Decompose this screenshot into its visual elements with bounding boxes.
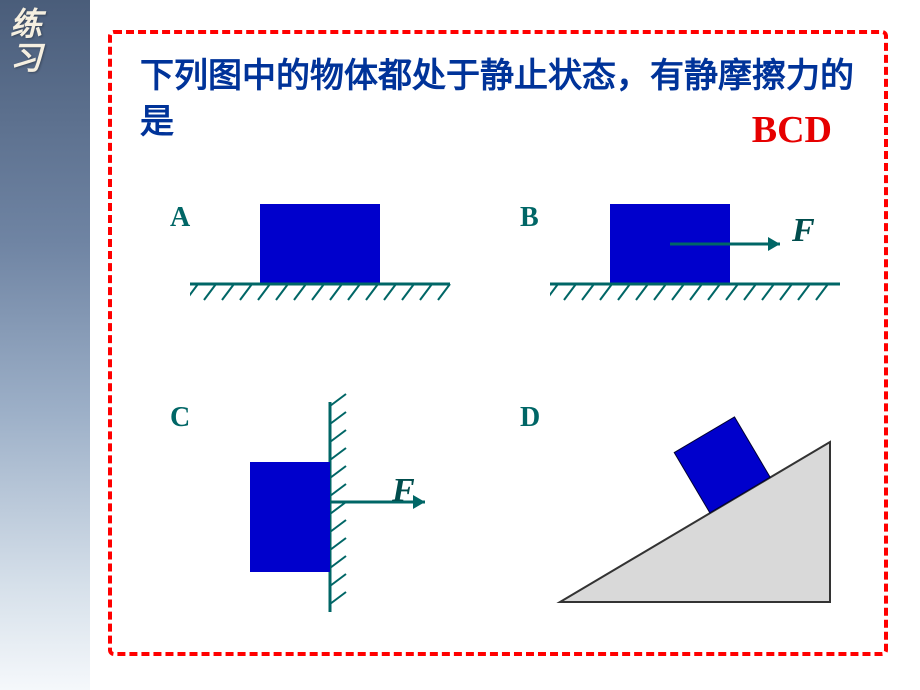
- sidebar: 练 习: [0, 0, 90, 690]
- hatch-C: [330, 394, 346, 604]
- question-box: 下列图中的物体都处于静止状态，有静摩擦力的是 BCD A: [108, 30, 888, 656]
- hatch-A: [190, 284, 450, 300]
- question-text: 下列图中的物体都处于静止状态，有静摩擦力的是: [140, 54, 856, 146]
- block-A: [260, 204, 380, 284]
- sidebar-title: 练 习: [0, 8, 90, 75]
- force-label-C: F: [392, 472, 415, 510]
- diagram-panels: A: [140, 152, 856, 632]
- sidebar-title-line1: 练: [10, 8, 90, 42]
- diagram-A: [190, 172, 490, 332]
- diagram-B: [550, 172, 890, 332]
- force-arrowhead-B: [768, 237, 780, 251]
- block-C: [250, 462, 330, 572]
- force-label-B: F: [792, 212, 815, 250]
- answer-text: BCD: [752, 108, 832, 152]
- main-area: 下列图中的物体都处于静止状态，有静摩擦力的是 BCD A: [90, 0, 920, 690]
- label-C: C: [170, 402, 190, 434]
- diagram-D: [550, 392, 870, 622]
- diagram-C: [200, 392, 500, 632]
- label-B: B: [520, 202, 539, 234]
- label-A: A: [170, 202, 190, 234]
- label-D: D: [520, 402, 540, 434]
- sidebar-title-line2: 习: [10, 42, 90, 76]
- hatch-B: [550, 284, 828, 300]
